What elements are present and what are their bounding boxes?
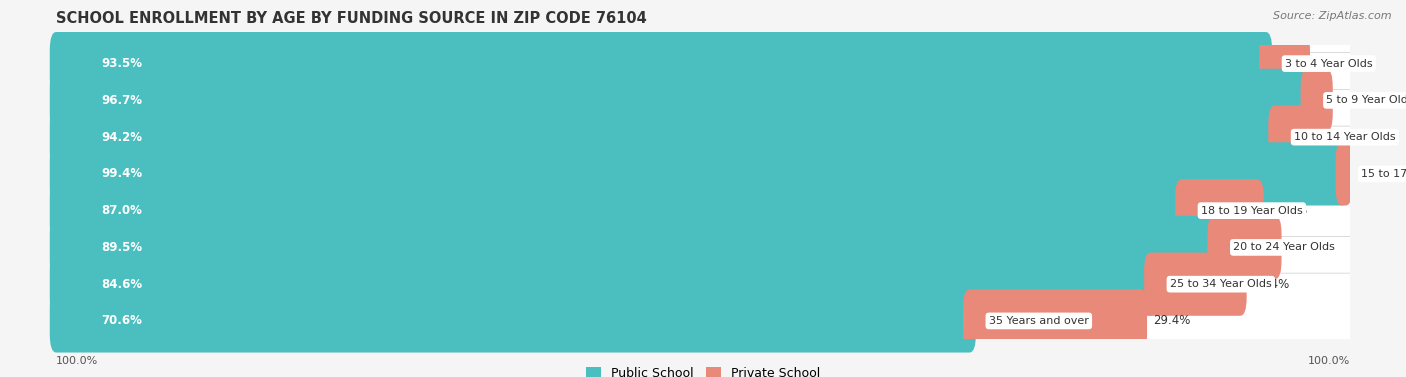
- FancyBboxPatch shape: [46, 200, 1360, 295]
- FancyBboxPatch shape: [49, 106, 1281, 169]
- FancyBboxPatch shape: [1175, 179, 1264, 242]
- FancyBboxPatch shape: [46, 89, 1360, 185]
- Text: 20 to 24 Year Olds: 20 to 24 Year Olds: [1233, 242, 1336, 253]
- FancyBboxPatch shape: [1268, 106, 1315, 169]
- Text: 84.6%: 84.6%: [101, 278, 142, 291]
- Text: 29.4%: 29.4%: [1153, 314, 1191, 327]
- FancyBboxPatch shape: [46, 52, 1360, 148]
- FancyBboxPatch shape: [46, 273, 1360, 369]
- Text: 5.8%: 5.8%: [1322, 131, 1351, 144]
- Text: 6.5%: 6.5%: [1316, 57, 1346, 70]
- Text: 70.6%: 70.6%: [101, 314, 142, 327]
- FancyBboxPatch shape: [46, 126, 1360, 222]
- Text: 87.0%: 87.0%: [101, 204, 142, 217]
- Text: 99.4%: 99.4%: [101, 167, 142, 180]
- Text: 96.7%: 96.7%: [101, 94, 142, 107]
- Text: 100.0%: 100.0%: [56, 356, 98, 366]
- Text: 15.4%: 15.4%: [1253, 278, 1291, 291]
- FancyBboxPatch shape: [49, 69, 1313, 132]
- FancyBboxPatch shape: [46, 16, 1360, 112]
- Text: 25 to 34 Year Olds: 25 to 34 Year Olds: [1170, 279, 1271, 289]
- FancyBboxPatch shape: [1336, 142, 1353, 205]
- Legend: Public School, Private School: Public School, Private School: [586, 367, 820, 377]
- FancyBboxPatch shape: [49, 142, 1348, 205]
- FancyBboxPatch shape: [1260, 32, 1310, 95]
- FancyBboxPatch shape: [49, 253, 1157, 316]
- Text: Source: ZipAtlas.com: Source: ZipAtlas.com: [1274, 11, 1392, 21]
- FancyBboxPatch shape: [1208, 216, 1281, 279]
- Text: 10.5%: 10.5%: [1288, 241, 1324, 254]
- Text: 35 Years and over: 35 Years and over: [988, 316, 1088, 326]
- Text: 100.0%: 100.0%: [1308, 356, 1350, 366]
- Text: 93.5%: 93.5%: [101, 57, 142, 70]
- FancyBboxPatch shape: [49, 32, 1272, 95]
- FancyBboxPatch shape: [49, 216, 1220, 279]
- FancyBboxPatch shape: [49, 289, 976, 352]
- FancyBboxPatch shape: [49, 179, 1188, 242]
- FancyBboxPatch shape: [963, 289, 1147, 352]
- FancyBboxPatch shape: [46, 163, 1360, 259]
- Text: 15 to 17 Year Olds: 15 to 17 Year Olds: [1361, 169, 1406, 179]
- Text: 10 to 14 Year Olds: 10 to 14 Year Olds: [1294, 132, 1396, 142]
- Text: 3 to 4 Year Olds: 3 to 4 Year Olds: [1285, 58, 1372, 69]
- Text: 89.5%: 89.5%: [101, 241, 142, 254]
- FancyBboxPatch shape: [1301, 69, 1333, 132]
- Text: 18 to 19 Year Olds: 18 to 19 Year Olds: [1201, 205, 1303, 216]
- FancyBboxPatch shape: [1144, 253, 1247, 316]
- FancyBboxPatch shape: [46, 236, 1360, 332]
- Text: SCHOOL ENROLLMENT BY AGE BY FUNDING SOURCE IN ZIP CODE 76104: SCHOOL ENROLLMENT BY AGE BY FUNDING SOUR…: [56, 11, 647, 26]
- Text: 5 to 9 Year Old: 5 to 9 Year Old: [1326, 95, 1406, 106]
- Text: 94.2%: 94.2%: [101, 131, 142, 144]
- Text: 13.0%: 13.0%: [1270, 204, 1308, 217]
- Text: 3.3%: 3.3%: [1340, 94, 1369, 107]
- Text: 0.65%: 0.65%: [1358, 167, 1396, 180]
